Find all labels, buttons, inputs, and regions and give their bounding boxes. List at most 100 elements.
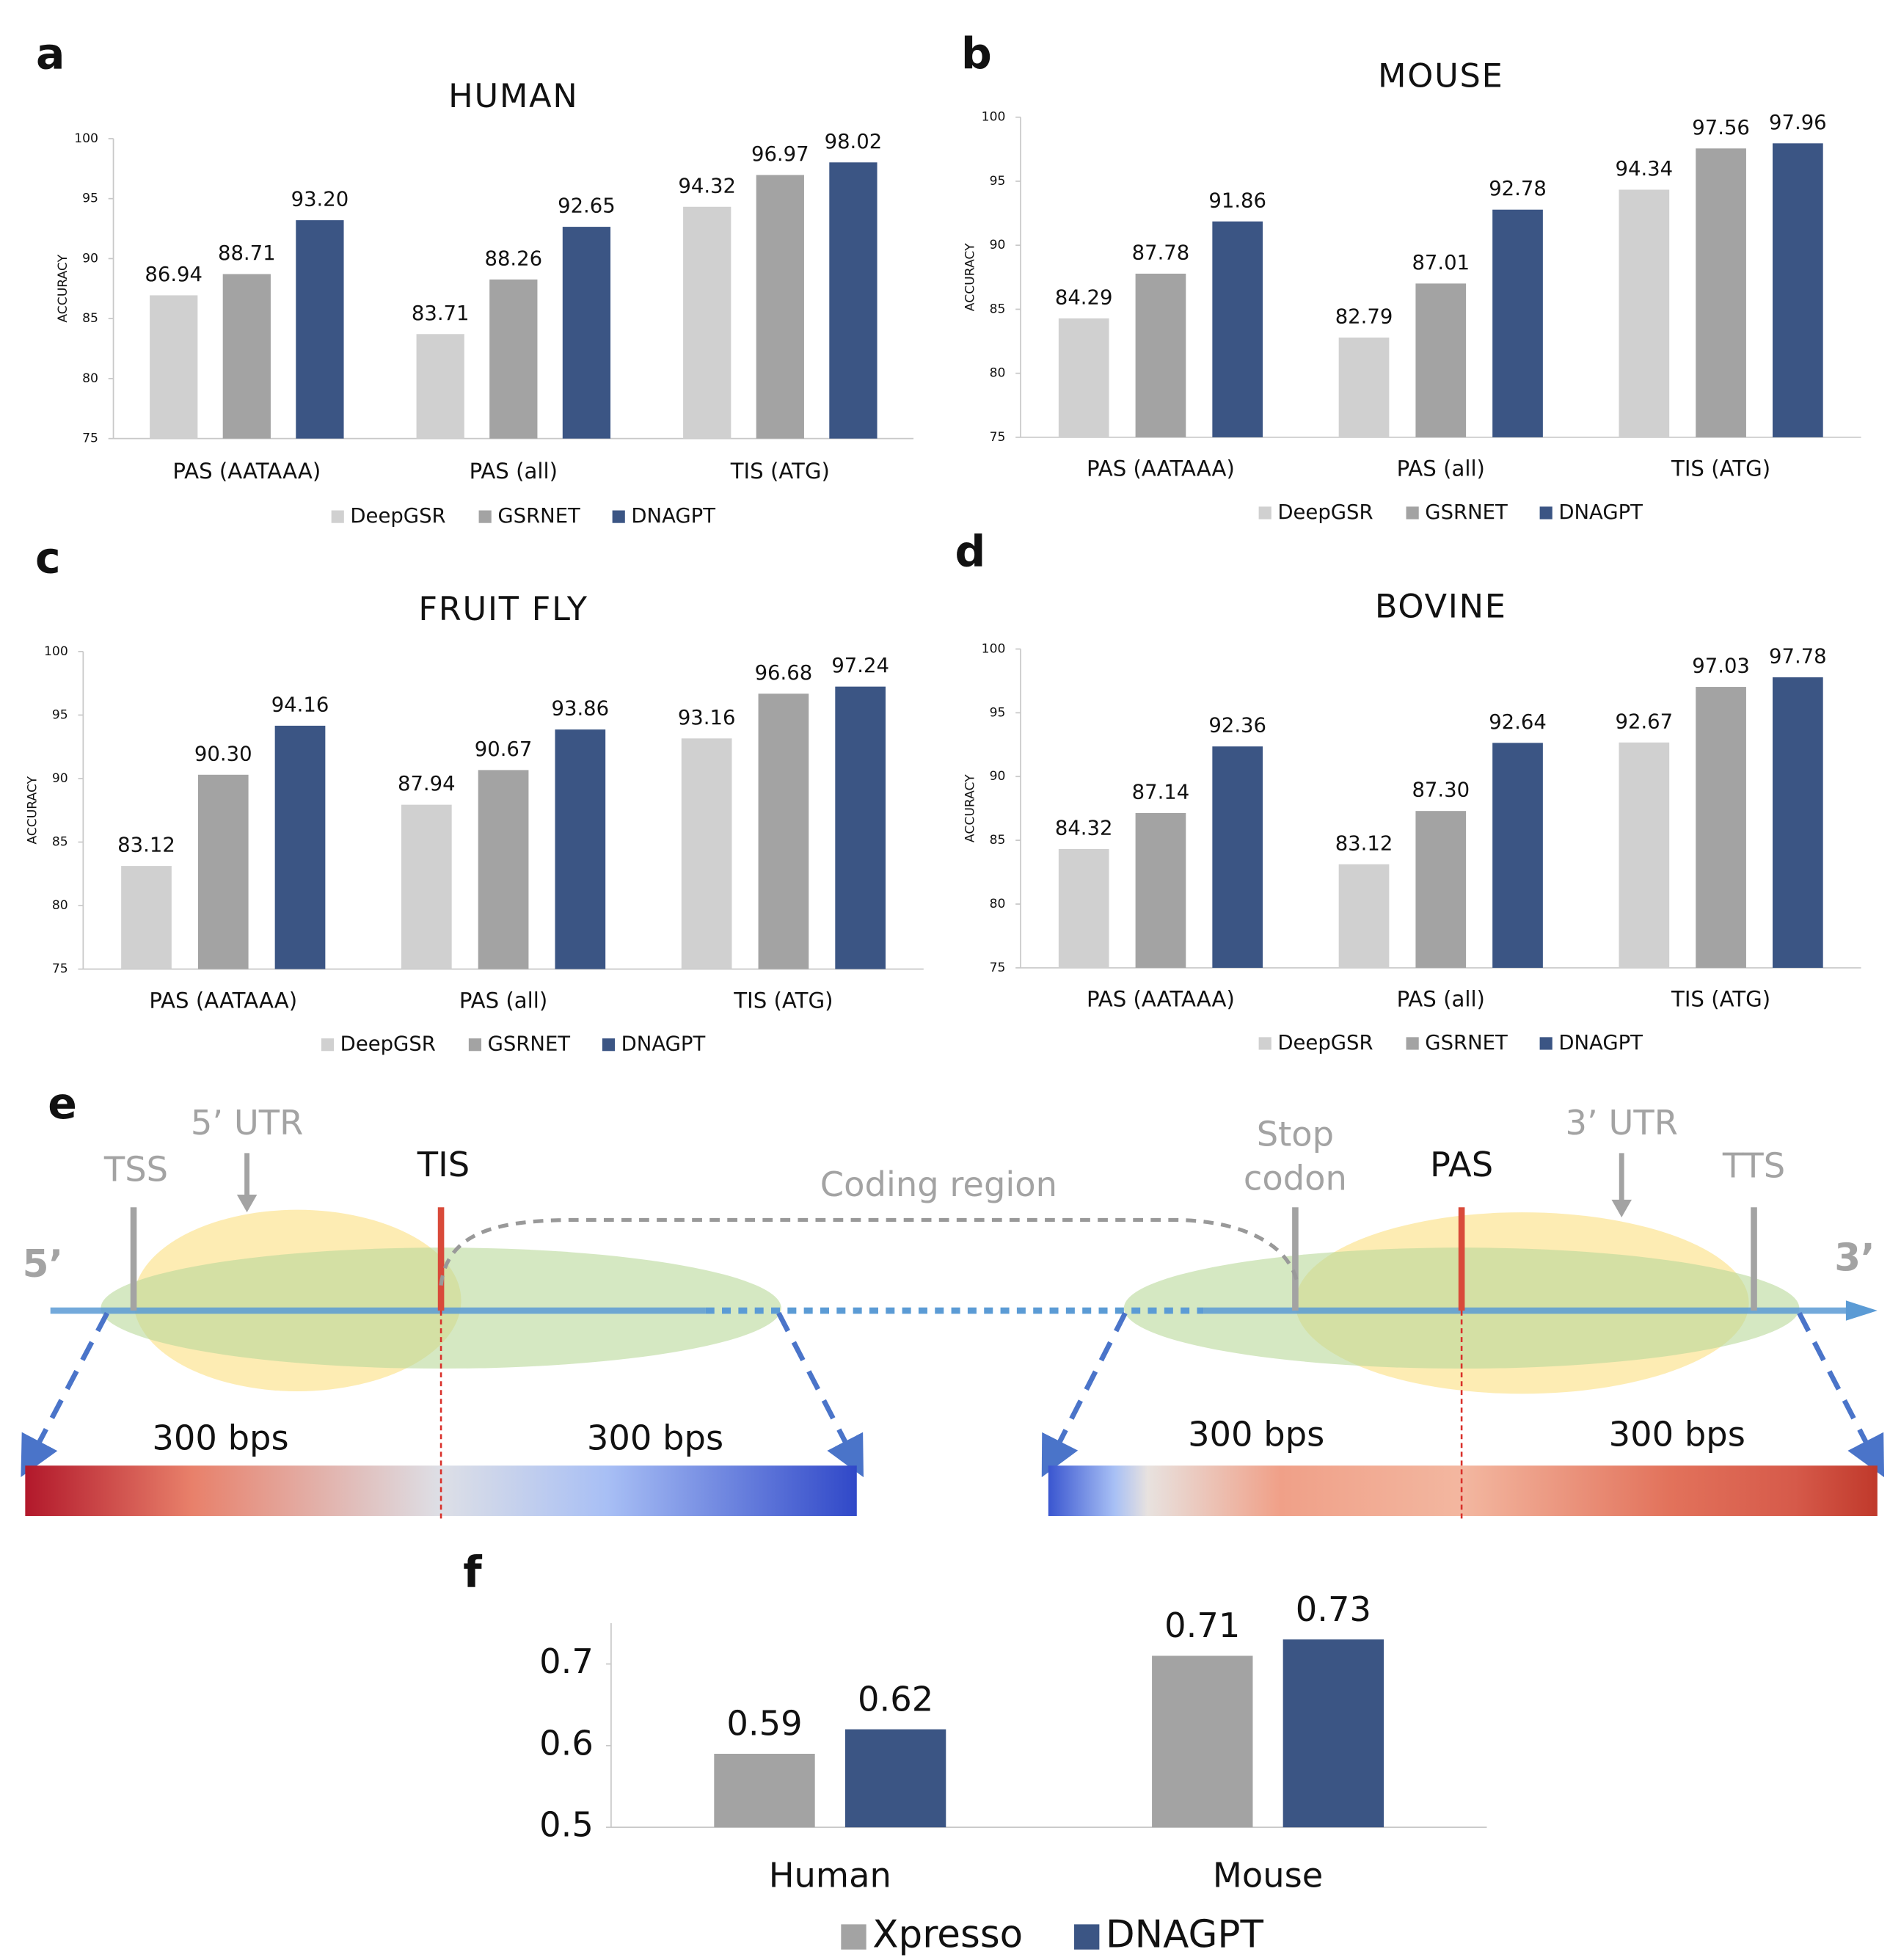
data-label: 93.16 — [678, 707, 736, 729]
legend-label: DeepGSR — [1277, 501, 1373, 524]
x-tick-label: PAS (all) — [1397, 987, 1485, 1012]
tis-label: TIS — [417, 1145, 470, 1184]
data-label: 98.02 — [825, 131, 883, 153]
bar — [756, 175, 804, 439]
data-label: 84.29 — [1055, 286, 1113, 309]
data-label: 97.56 — [1692, 117, 1750, 139]
data-label: 88.71 — [218, 242, 276, 265]
panel-letter: d — [955, 527, 985, 577]
window-label: 300 bps — [1188, 1414, 1324, 1454]
data-label: 97.96 — [1769, 112, 1827, 134]
data-label: 94.34 — [1616, 158, 1674, 181]
y-tick-label: 85 — [990, 833, 1006, 848]
legend-swatch — [478, 510, 492, 523]
bar — [1058, 318, 1109, 437]
y-axis-label: ACCURACY — [56, 254, 70, 322]
bar — [1773, 677, 1823, 968]
data-label: 82.79 — [1335, 306, 1393, 329]
y-tick-label: 95 — [990, 705, 1006, 720]
bar — [1282, 1639, 1384, 1828]
window-label: 300 bps — [1609, 1414, 1745, 1454]
coding-label: Coding region — [820, 1165, 1057, 1204]
x-tick-label: PAS (all) — [470, 459, 558, 484]
legend-swatch — [1258, 506, 1271, 520]
data-label: 94.32 — [678, 175, 736, 197]
data-label: 97.78 — [1769, 646, 1827, 668]
y-tick-label: 100 — [982, 110, 1006, 125]
data-label: 84.32 — [1055, 817, 1113, 839]
data-label: 83.71 — [412, 302, 470, 325]
legend-label: GSRNET — [1425, 1032, 1508, 1054]
panel-letter: a — [36, 29, 65, 79]
bar — [835, 686, 886, 969]
data-label: 97.24 — [831, 655, 889, 677]
bar — [555, 729, 606, 969]
data-label: 0.71 — [1164, 1606, 1240, 1645]
bar — [829, 162, 878, 439]
y-tick-label: 100 — [44, 644, 68, 659]
legend-label: GSRNET — [497, 505, 580, 528]
bar — [489, 279, 538, 439]
utr-arrow-head — [1611, 1199, 1632, 1217]
data-label: 90.67 — [475, 738, 533, 761]
legend-label: DNAGPT — [631, 505, 715, 528]
data-label: 92.36 — [1208, 715, 1266, 737]
legend-swatch — [331, 510, 344, 523]
chart-title: BOVINE — [1375, 587, 1507, 625]
y-axis-label: ACCURACY — [963, 774, 977, 842]
bar — [1338, 338, 1390, 437]
x-tick-label: PAS (AATAAA) — [1087, 456, 1235, 481]
chart-title: MOUSE — [1378, 57, 1503, 95]
bar — [121, 866, 172, 969]
bar — [1338, 864, 1390, 968]
legend-label: DNAGPT — [1106, 1913, 1264, 1957]
zoom-line — [1797, 1311, 1885, 1478]
legend-label: GSRNET — [488, 1033, 571, 1056]
legend-swatch — [1539, 1037, 1552, 1050]
x-tick-label: PAS (AATAAA) — [149, 988, 297, 1013]
chart-title: HUMAN — [448, 77, 578, 115]
y-tick-label: 85 — [82, 311, 98, 326]
y-tick-label: 90 — [990, 238, 1006, 252]
bar — [1212, 221, 1263, 437]
x-tick-label: TIS (ATG) — [733, 988, 833, 1013]
x-tick-label: TIS (ATG) — [1671, 987, 1770, 1012]
strand-arrow — [1845, 1300, 1878, 1321]
data-label: 83.12 — [117, 834, 175, 857]
utr-arrow-head — [236, 1195, 258, 1213]
attention-strip — [1048, 1465, 1878, 1516]
data-label: 87.94 — [398, 773, 456, 795]
x-tick-label: TIS (ATG) — [1671, 456, 1770, 481]
panel-letter: b — [961, 29, 992, 79]
y-tick-label: 80 — [52, 898, 68, 913]
data-label: 87.78 — [1132, 241, 1190, 264]
data-label: 0.62 — [858, 1679, 933, 1719]
data-label: 0.73 — [1296, 1589, 1371, 1629]
x-tick-label: PAS (all) — [459, 988, 547, 1013]
bar — [1135, 812, 1186, 968]
pas-label: PAS — [1430, 1145, 1493, 1184]
gene-diagram: e TSS 5’ UTR TIS Coding region Stop codo… — [21, 1079, 1885, 1520]
legend-label: Xpresso — [872, 1913, 1023, 1957]
bar — [1492, 209, 1543, 437]
bar — [296, 220, 344, 439]
bar — [401, 804, 452, 969]
y-tick-label: 90 — [990, 769, 1006, 784]
legend-label: DNAGPT — [1558, 1032, 1643, 1054]
panel-letter: c — [35, 533, 61, 583]
x-tick-label: TIS (ATG) — [730, 459, 830, 484]
data-label: 96.97 — [751, 143, 809, 166]
data-label: 87.14 — [1132, 781, 1190, 804]
data-label: 92.67 — [1616, 710, 1674, 733]
data-label: 97.03 — [1692, 655, 1750, 678]
y-tick-label: 90 — [52, 771, 68, 786]
bar — [844, 1729, 946, 1828]
x-tick-label: PAS (AATAAA) — [1087, 987, 1235, 1012]
utr5-label: 5’ UTR — [191, 1103, 303, 1143]
legend-label: DNAGPT — [1558, 501, 1643, 524]
bar — [1696, 687, 1746, 968]
x-tick-label: Mouse — [1213, 1855, 1323, 1895]
bar — [1415, 283, 1467, 437]
stop-label: Stop — [1257, 1115, 1334, 1154]
legend-label: GSRNET — [1425, 501, 1508, 524]
